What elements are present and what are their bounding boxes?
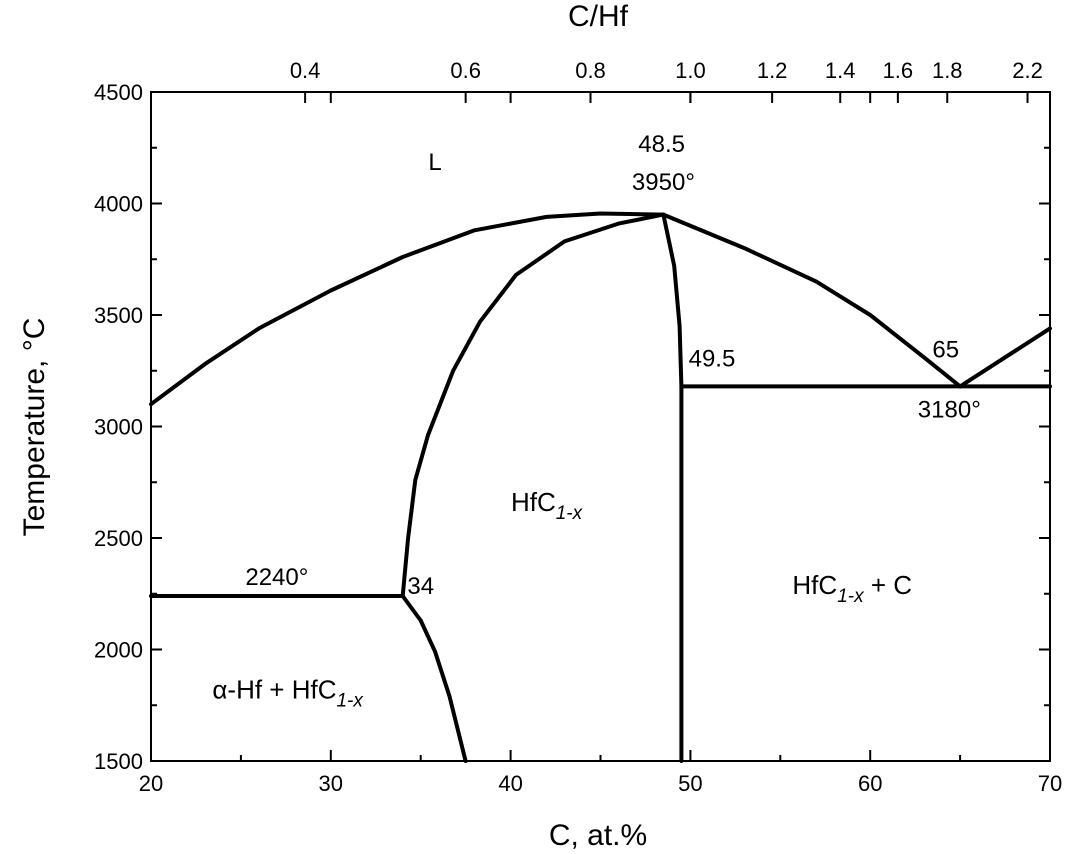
region-label-subscript: 1-x <box>336 691 364 712</box>
annotation-label: 65 <box>932 336 959 363</box>
annotation-label: 48.5 <box>638 131 685 158</box>
region-label: HfC1-x + C <box>792 570 912 607</box>
x-axis-title: C, at.% <box>549 819 647 852</box>
x-tick-label: 60 <box>858 771 882 796</box>
x-tick-label: 20 <box>139 771 163 796</box>
annotation-label: 49.5 <box>689 345 736 372</box>
region-label-main: HfC <box>511 487 556 517</box>
y-tick-label: 4500 <box>94 80 143 105</box>
y-tick-label: 2500 <box>94 526 143 551</box>
top-tick-label: 2.2 <box>1012 58 1043 83</box>
boundary-liquidus-left <box>149 211 666 407</box>
region-label: α-Hf + HfC1-x <box>212 675 364 712</box>
boundary-solidus-left <box>400 212 666 598</box>
top-tick-label: 0.8 <box>575 58 606 83</box>
y-tick-label: 3000 <box>94 415 143 440</box>
annotation-label: 2240° <box>245 564 308 591</box>
top-tick-label: 1.8 <box>932 58 963 83</box>
top-tick-label: 1.2 <box>757 58 788 83</box>
phase-boundaries <box>149 211 1052 763</box>
top-tick-label: 0.4 <box>290 58 321 83</box>
x-tick-label: 30 <box>319 771 343 796</box>
x-tick-label: 50 <box>678 771 702 796</box>
boundary-solvus <box>400 594 468 763</box>
x-tick-label: 40 <box>498 771 522 796</box>
annotation-label: 3180° <box>918 397 981 424</box>
region-label-tail: + C <box>864 570 912 600</box>
top-tick-label: 1.4 <box>825 58 856 83</box>
y-axis-title: Temperature, °C <box>18 318 51 537</box>
top-tick-label: 1.6 <box>883 58 914 83</box>
annotation-label: 34 <box>407 573 434 600</box>
region-label-subscript: 1-x <box>837 586 865 607</box>
top-axis-title: C/Hf <box>568 0 629 33</box>
y-tick-label: 1500 <box>94 749 143 774</box>
x-tick-label: 70 <box>1038 771 1062 796</box>
boundary-solidus-right <box>661 212 684 763</box>
region-label-main: α-Hf + HfC <box>212 675 336 705</box>
axes: 20 30 40 50 60 70 1500 2000 2500 3000 3500 4000 4500… <box>94 58 1062 796</box>
top-tick-label: 0.6 <box>450 58 481 83</box>
region-label-subscript: 1-x <box>556 503 584 524</box>
top-tick-label: 1.0 <box>675 58 706 83</box>
plot-frame <box>150 91 1051 762</box>
region-label: HfC1-x <box>511 487 584 524</box>
y-tick-label: 4000 <box>94 192 143 217</box>
y-tick-label: 3500 <box>94 303 143 328</box>
region-label-main: HfC <box>792 570 837 600</box>
y-tick-label: 2000 <box>94 638 143 663</box>
annotation-label: L <box>428 149 441 176</box>
annotation-label: 3950° <box>632 169 695 196</box>
